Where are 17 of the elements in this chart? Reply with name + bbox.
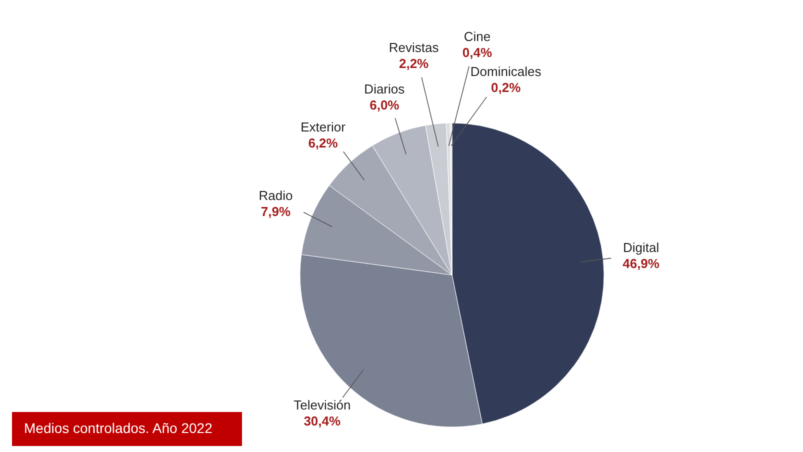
data-label: 2,2% xyxy=(398,56,430,72)
slice-label: Revistas xyxy=(388,40,440,56)
slice-label: Cine xyxy=(464,29,491,44)
data-label: 0,4% xyxy=(462,45,492,60)
data-label: 0,2% xyxy=(490,80,522,96)
data-label: 6,0% xyxy=(370,97,400,112)
slice-label: Diarios xyxy=(364,81,406,96)
slice-label: Radio xyxy=(258,188,293,204)
data-label: 7,9% xyxy=(260,204,291,220)
slice-label: Televisión xyxy=(294,398,351,413)
slice-label: Exterior xyxy=(300,119,346,134)
data-label: 46,9% xyxy=(622,256,660,271)
text: Medios controlados. Año 2022 xyxy=(24,420,213,436)
data-label: 6,2% xyxy=(308,135,338,150)
slice-label: Dominicales xyxy=(470,64,542,80)
data-label: 30,4% xyxy=(304,414,342,429)
slice-label: Digital xyxy=(622,240,660,255)
